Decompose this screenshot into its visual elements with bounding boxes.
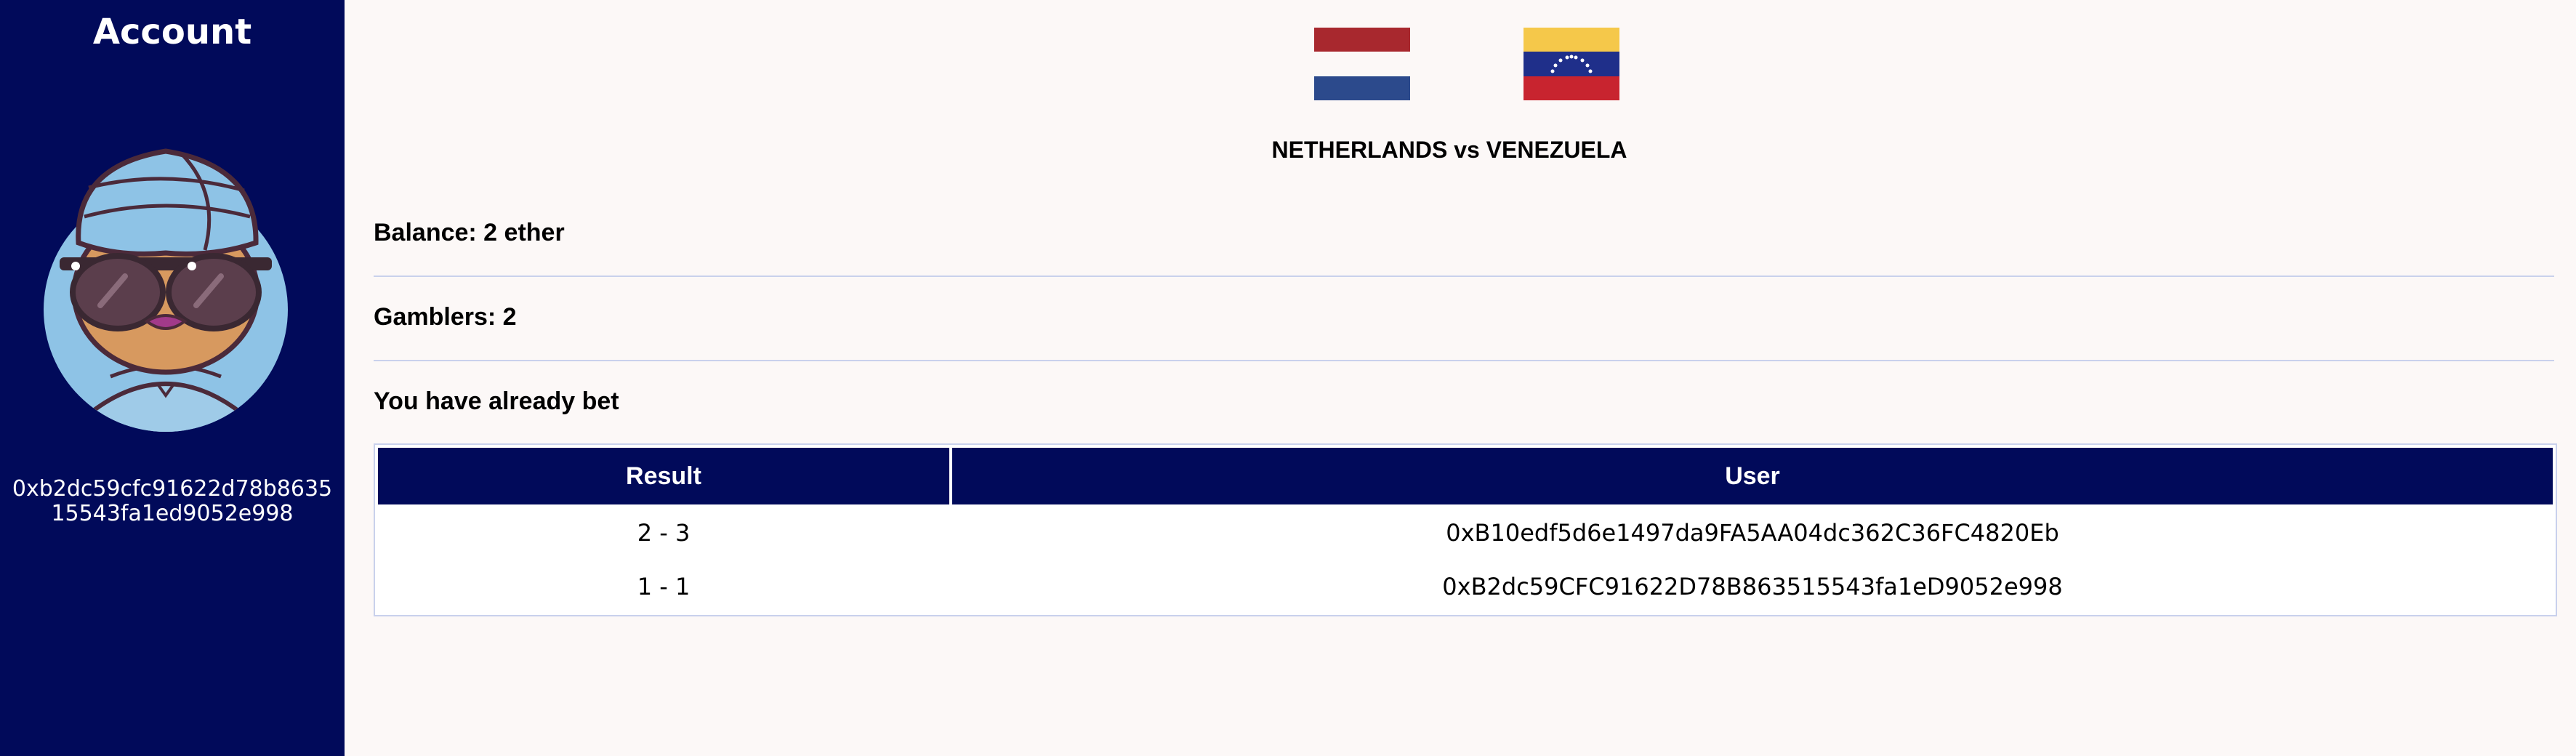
table-row: 2 - 3 0xB10edf5d6e1497da9FA5AA04dc362C36… [378, 507, 2553, 558]
bet-result-cell: 1 - 1 [637, 573, 691, 600]
sidebar-title: Account [92, 12, 252, 52]
match-title: NETHERLANDS vs VENEZUELA [1271, 137, 1627, 163]
table-row: 1 - 1 0xB2dc59CFC91622D78B863515543fa1eD… [378, 561, 2553, 612]
bet-user-cell: 0xB10edf5d6e1497da9FA5AA04dc362C36FC4820… [1446, 519, 2059, 547]
account-sidebar: Account 0xb2dc59cfc91622d78b863515543f [0, 0, 345, 756]
venezuela-flag-icon [1524, 28, 1619, 100]
bets-table: Result User 2 - 3 0xB10edf5d6e1497da9FA5… [374, 443, 2557, 616]
bet-user-cell: 0xB2dc59CFC91622D78B863515543fa1eD9052e9… [1442, 573, 2063, 600]
balance-text: Balance: 2 ether [374, 219, 565, 246]
netherlands-flag-icon [1314, 28, 1410, 100]
match-flags [345, 28, 2554, 100]
wallet-address: 0xb2dc59cfc91622d78b863515543fa1ed9052e9… [12, 476, 333, 526]
bet-status-text: You have already bet [374, 387, 619, 415]
column-header-result: Result [378, 448, 949, 504]
divider [374, 360, 2554, 361]
table-header-row: Result User [378, 448, 2553, 504]
avatar-icon [44, 148, 288, 432]
divider [374, 276, 2554, 277]
match-panel: NETHERLANDS vs VENEZUELA Balance: 2 ethe… [345, 0, 2576, 756]
bet-result-cell: 2 - 3 [637, 519, 691, 547]
column-header-user: User [952, 448, 2553, 504]
gamblers-text: Gamblers: 2 [374, 303, 517, 331]
